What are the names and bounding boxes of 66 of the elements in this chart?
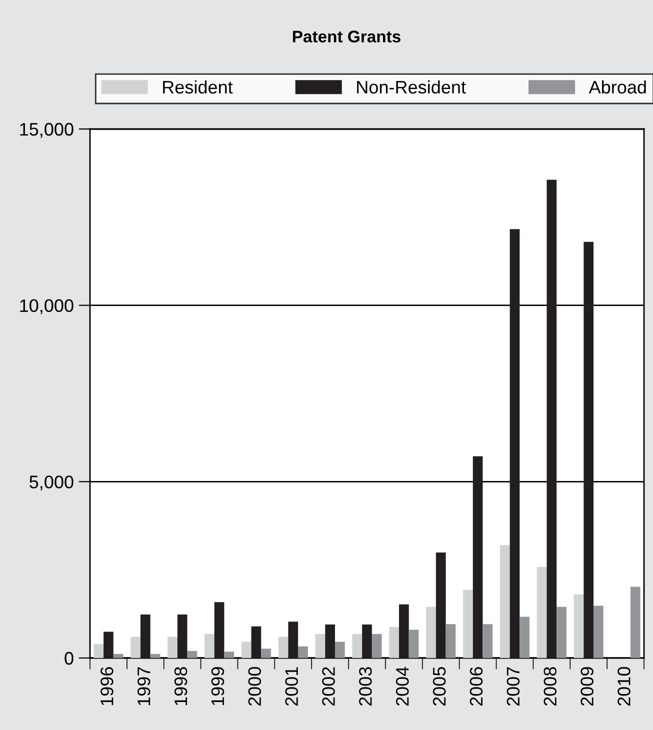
- y-tick-label: 15,000: [20, 122, 74, 138]
- bar: [325, 624, 335, 658]
- bar: [408, 630, 419, 658]
- bar: [334, 642, 345, 658]
- bar: [446, 624, 456, 658]
- x-tick-label: 2001: [285, 667, 298, 706]
- chart-title: Patent Grants: [292, 30, 400, 42]
- x-tick-label: 1999: [211, 667, 224, 706]
- bar: [224, 652, 234, 658]
- bar: [463, 590, 473, 658]
- bar: [104, 632, 114, 658]
- bar: [574, 594, 584, 658]
- bar: [594, 606, 604, 658]
- bar: [94, 644, 104, 658]
- y-tick-label: 5,000: [30, 476, 74, 491]
- bar: [389, 626, 400, 658]
- bar: [426, 606, 436, 658]
- x-tick-label: 1997: [137, 667, 150, 706]
- bar: [251, 626, 262, 658]
- x-tick-label: 2002: [322, 667, 335, 706]
- bar: [556, 606, 566, 658]
- bar: [584, 242, 594, 658]
- bar: [399, 604, 409, 658]
- bar: [520, 616, 530, 658]
- bar: [214, 602, 224, 658]
- bar: [546, 180, 557, 658]
- x-tick-label: 1996: [100, 667, 114, 706]
- bar: [630, 586, 640, 658]
- x-tick-label: 2008: [544, 667, 557, 706]
- bar: [130, 636, 140, 658]
- bar: [315, 634, 326, 658]
- legend-label: Non-Resident: [357, 80, 466, 94]
- y-tick-label: 0: [64, 652, 74, 665]
- bar: [150, 654, 160, 658]
- x-tick-label: 2007: [506, 667, 520, 706]
- bar: [536, 567, 547, 658]
- bar: [168, 636, 178, 658]
- legend-label: Resident: [163, 80, 233, 94]
- x-tick-label: 1998: [174, 667, 188, 706]
- bar: [187, 650, 198, 658]
- bar: [362, 624, 372, 658]
- y-tick-label: 10,000: [20, 299, 74, 314]
- bar: [352, 634, 362, 658]
- bar: [482, 624, 493, 658]
- x-tick-label: 2010: [618, 667, 630, 706]
- bar: [298, 646, 308, 658]
- bar: [241, 642, 252, 658]
- bar: [261, 648, 271, 658]
- bar: [278, 636, 288, 658]
- bar: [372, 634, 382, 658]
- x-tick-label: 2003: [359, 667, 372, 706]
- bar: [500, 545, 510, 658]
- bar: [510, 229, 520, 658]
- bar: [288, 622, 298, 658]
- bar: [436, 552, 446, 658]
- legend-label: Abroad: [588, 80, 646, 94]
- x-tick-label: 2009: [580, 667, 594, 706]
- x-tick-label: 2006: [470, 667, 483, 706]
- bar: [472, 456, 483, 658]
- x-tick-label: 2004: [396, 666, 409, 706]
- bar: [113, 654, 124, 658]
- x-tick-label: 2000: [248, 667, 262, 706]
- bar: [140, 614, 150, 658]
- x-tick-label: 2005: [432, 667, 446, 706]
- bar: [177, 614, 188, 658]
- bar: [204, 634, 214, 658]
